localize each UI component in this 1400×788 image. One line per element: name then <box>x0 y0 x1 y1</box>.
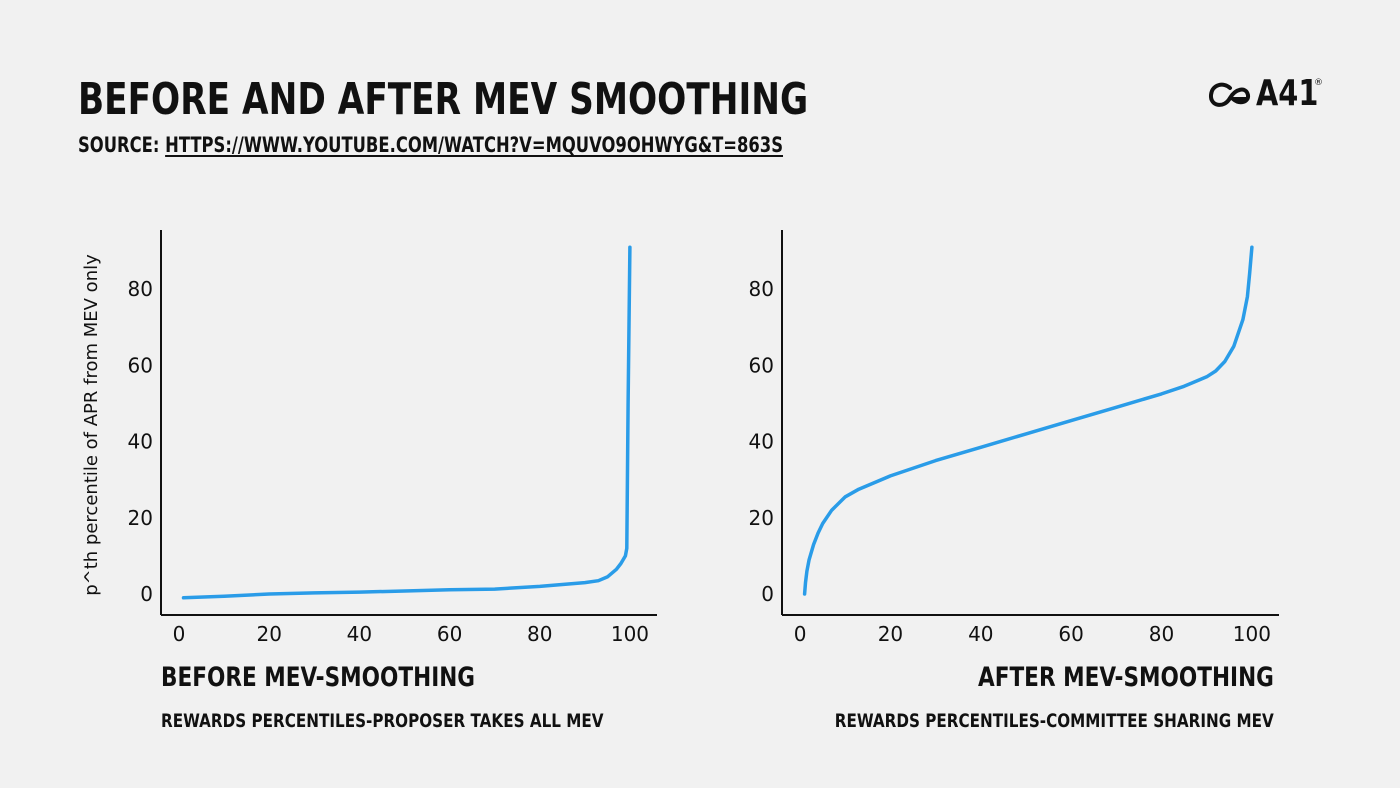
after-y-tick-label: 60 <box>749 353 774 377</box>
after-x-tick-label: 100 <box>1233 622 1271 646</box>
before-series-line <box>181 245 632 600</box>
before-y-tick-label: 20 <box>128 506 153 530</box>
left-caption-subtitle: REWARDS PERCENTILES-PROPOSER TAKES ALL M… <box>161 710 604 732</box>
logo-registered-mark: ® <box>1314 78 1323 88</box>
before-x-tick-label: 0 <box>173 622 186 646</box>
before-x-tick-label: 60 <box>437 622 462 646</box>
before-x-tick-label: 20 <box>256 622 281 646</box>
logo-text: A41 <box>1256 73 1319 114</box>
logo: A41 ® <box>1206 76 1334 112</box>
after-x-tick-label: 20 <box>878 622 903 646</box>
before-y-tick-label: 60 <box>128 353 153 377</box>
after-x-tick-label: 0 <box>794 622 807 646</box>
after-x-tick-label: 60 <box>1058 622 1083 646</box>
after-x-tick-label: 40 <box>968 622 993 646</box>
before-y-tick-label: 40 <box>128 430 153 454</box>
after-y-tick-label: 80 <box>749 277 774 301</box>
source-link[interactable]: HTTPS://WWW.YOUTUBE.COM/WATCH?V=MQUVO9OH… <box>165 133 784 157</box>
after-y-tick-label: 20 <box>749 506 774 530</box>
y-axis-label: p^th percentile of APR from MEV only <box>81 254 102 596</box>
after-series-line <box>802 245 1254 596</box>
before-x-tick-label: 80 <box>527 622 552 646</box>
after-x-tick-label: 80 <box>1149 622 1174 646</box>
source-line: SOURCE: HTTPS://WWW.YOUTUBE.COM/WATCH?V=… <box>78 133 783 157</box>
after-y-tick-label: 40 <box>749 430 774 454</box>
source-label: SOURCE: <box>78 133 166 157</box>
after-y-tick-label: 0 <box>761 582 774 606</box>
right-caption-subtitle: REWARDS PERCENTILES-COMMITTEE SHARING ME… <box>834 710 1274 732</box>
left-caption-title: BEFORE MEV-SMOOTHING <box>161 662 476 693</box>
page-title: BEFORE AND AFTER MEV SMOOTHING <box>78 74 809 125</box>
before-x-tick-label: 100 <box>611 622 649 646</box>
before-y-tick-label: 0 <box>140 582 153 606</box>
right-caption-title: AFTER MEV-SMOOTHING <box>978 662 1274 693</box>
before-x-tick-label: 40 <box>347 622 372 646</box>
logo-icon <box>1209 82 1251 107</box>
before-y-tick-label: 80 <box>128 277 153 301</box>
